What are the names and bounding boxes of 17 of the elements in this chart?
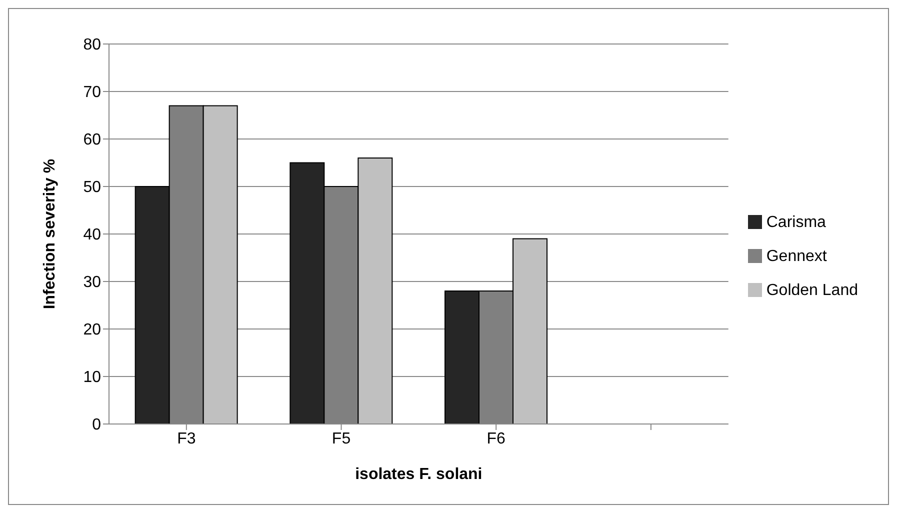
legend-label: Golden Land <box>766 282 858 298</box>
y-axis-title: Infection severity % <box>42 158 59 310</box>
y-tick-label: 0 <box>92 416 102 434</box>
x-axis-title: isolates F. solani <box>355 466 482 483</box>
x-tick-label: F5 <box>332 430 351 448</box>
y-tick-label: 60 <box>83 132 102 149</box>
x-tick-label: F6 <box>486 430 506 448</box>
legend-label: Carisma <box>766 214 826 230</box>
y-tick-label: 50 <box>83 179 102 196</box>
y-tick-label: 10 <box>83 369 102 386</box>
y-tick-label: 80 <box>83 36 102 54</box>
legend-label: Gennext <box>766 248 827 264</box>
y-tick-label: 30 <box>83 274 102 292</box>
y-tick-label: 20 <box>83 322 102 339</box>
y-tick-label: 70 <box>83 84 102 102</box>
x-tick-label: F3 <box>177 430 196 448</box>
y-tick-label: 40 <box>83 226 102 244</box>
